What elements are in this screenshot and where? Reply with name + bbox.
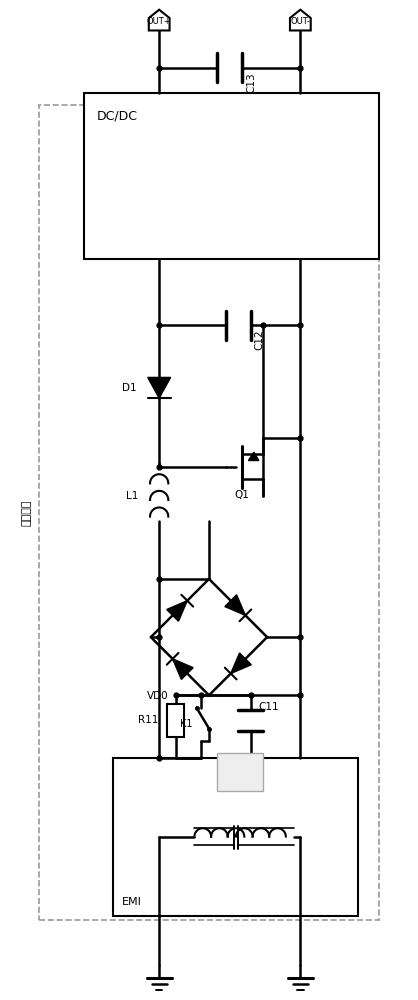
Text: VD0: VD0 [147, 691, 168, 701]
Text: R11: R11 [138, 715, 159, 725]
Text: C13: C13 [246, 72, 256, 93]
Text: D1: D1 [122, 383, 136, 393]
Bar [168, 704, 184, 737]
Bar [114, 758, 359, 916]
Bar [39, 105, 379, 920]
Polygon shape [149, 10, 170, 30]
Text: OUT+: OUT+ [147, 17, 171, 26]
Polygon shape [173, 659, 193, 679]
Polygon shape [290, 10, 311, 30]
Polygon shape [248, 452, 259, 461]
Text: Q1: Q1 [234, 490, 249, 500]
Polygon shape [231, 653, 251, 674]
Text: OUT-: OUT- [291, 17, 310, 26]
Text: K1: K1 [180, 719, 192, 729]
Polygon shape [148, 377, 171, 398]
Text: 交流模块: 交流模块 [21, 499, 31, 526]
Polygon shape [225, 595, 245, 615]
Text: EMI: EMI [122, 897, 142, 907]
Bar [217, 753, 263, 791]
Text: C11: C11 [259, 702, 280, 712]
Text: DC/DC: DC/DC [97, 109, 138, 122]
Bar [84, 93, 379, 259]
Text: C12: C12 [255, 330, 265, 350]
Text: L1: L1 [126, 491, 138, 501]
Polygon shape [167, 601, 187, 621]
